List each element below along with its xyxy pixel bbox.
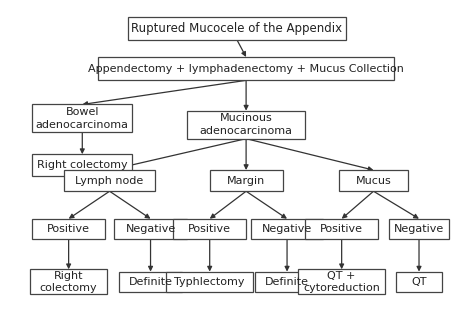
Text: Right
colectomy: Right colectomy <box>40 271 98 293</box>
Text: Negative: Negative <box>126 224 176 234</box>
Text: Lymph node: Lymph node <box>75 176 144 186</box>
Text: Positive: Positive <box>320 224 363 234</box>
Text: Definite: Definite <box>265 277 309 287</box>
Text: Typhlectomy: Typhlectomy <box>174 277 245 287</box>
Text: Negative: Negative <box>262 224 312 234</box>
FancyBboxPatch shape <box>98 57 394 80</box>
FancyBboxPatch shape <box>32 104 132 133</box>
Text: Mucinous
adenocarcinoma: Mucinous adenocarcinoma <box>200 113 292 136</box>
FancyBboxPatch shape <box>396 272 442 292</box>
FancyBboxPatch shape <box>128 17 346 40</box>
FancyBboxPatch shape <box>173 219 246 239</box>
Text: Right colectomy: Right colectomy <box>37 160 128 170</box>
Text: Margin: Margin <box>227 176 265 186</box>
Text: Ruptured Mucocele of the Appendix: Ruptured Mucocele of the Appendix <box>131 22 343 35</box>
Text: Mucus: Mucus <box>356 176 392 186</box>
Text: Positive: Positive <box>188 224 231 234</box>
Text: QT: QT <box>411 277 427 287</box>
FancyBboxPatch shape <box>30 269 107 294</box>
Text: Negative: Negative <box>394 224 444 234</box>
FancyBboxPatch shape <box>166 272 253 292</box>
Text: Definite: Definite <box>128 277 173 287</box>
FancyBboxPatch shape <box>210 170 283 191</box>
FancyBboxPatch shape <box>114 219 187 239</box>
FancyBboxPatch shape <box>339 170 408 191</box>
FancyBboxPatch shape <box>187 111 305 139</box>
Text: QT +
cytoreduction: QT + cytoreduction <box>303 271 380 293</box>
FancyBboxPatch shape <box>390 219 448 239</box>
FancyBboxPatch shape <box>64 170 155 191</box>
FancyBboxPatch shape <box>32 154 132 176</box>
FancyBboxPatch shape <box>118 272 182 292</box>
Text: Positive: Positive <box>47 224 90 234</box>
FancyBboxPatch shape <box>255 272 319 292</box>
FancyBboxPatch shape <box>305 219 378 239</box>
FancyBboxPatch shape <box>251 219 323 239</box>
Text: Bowel
adenocarcinoma: Bowel adenocarcinoma <box>36 107 129 130</box>
Text: Appendectomy + lymphadenectomy + Mucus Collection: Appendectomy + lymphadenectomy + Mucus C… <box>88 64 404 74</box>
FancyBboxPatch shape <box>299 269 385 294</box>
FancyBboxPatch shape <box>32 219 105 239</box>
